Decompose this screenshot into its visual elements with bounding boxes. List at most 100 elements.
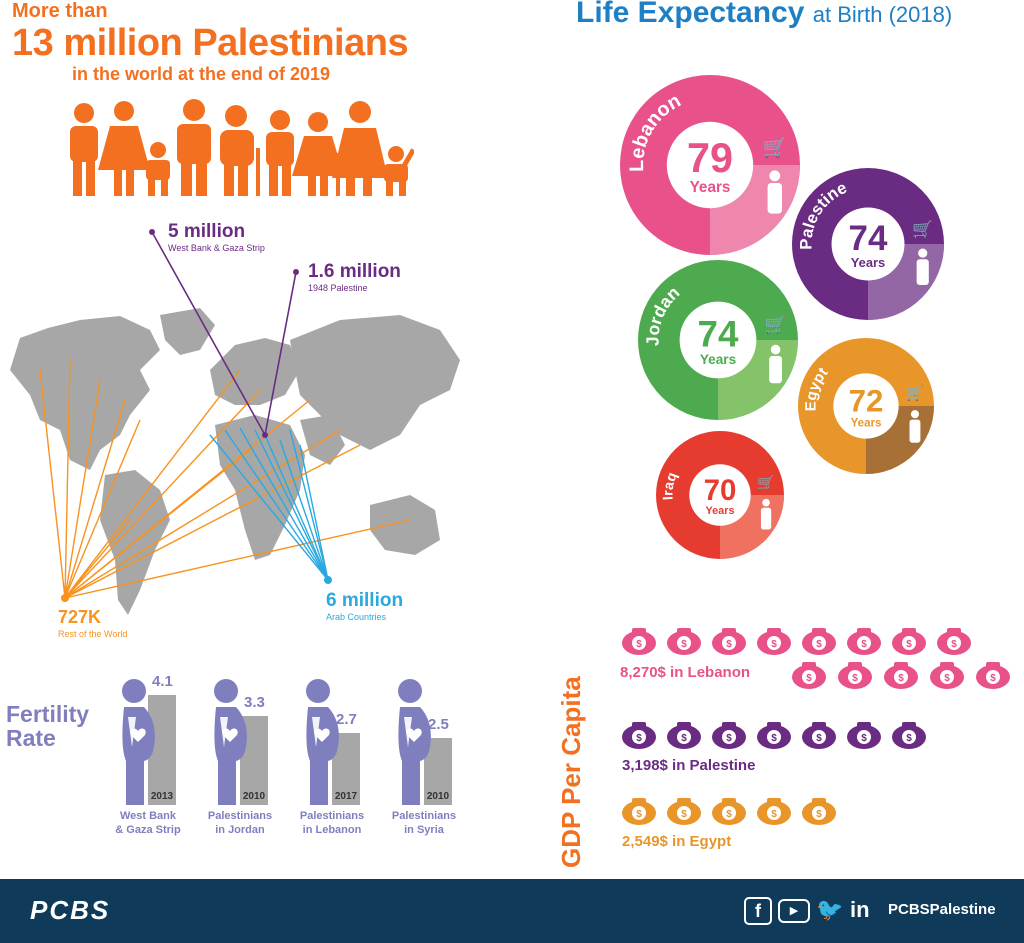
pregnant-woman-icon [306,679,339,805]
svg-text:$: $ [681,639,687,650]
svg-text:$: $ [636,809,642,820]
money-bag-icon: $ [757,722,791,749]
pop-1948-value: 1.6 million [308,261,401,282]
svg-text:$: $ [861,733,867,744]
elder-icon [769,344,782,384]
pop-rest-value: 727K [58,607,102,627]
money-bag-icon: $ [712,722,746,749]
pop-rest-label: Rest of the World [58,629,128,639]
linkedin-icon[interactable]: in [850,897,870,922]
headline-main: 13 million Palestinians [12,22,409,64]
gdp-label: 8,270$ in Lebanon [620,664,751,681]
svg-text:$: $ [816,639,822,650]
money-bag-icon: $ [937,628,971,655]
twitter-icon[interactable]: 🐦 [816,897,844,922]
fertility-label: Palestinians in Syria [391,810,457,836]
pregnant-woman-icon [214,679,247,805]
svg-text:$: $ [816,809,822,820]
money-bag-icon: $ [792,662,826,689]
life-unit: Years [851,417,882,429]
stroller-icon: 🛒 [757,474,775,491]
money-bag-icon: $ [712,798,746,825]
fertility-year: 2013 [150,791,174,802]
money-bag-icon: $ [802,722,836,749]
money-bag-icon: $ [622,722,656,749]
svg-text:$: $ [906,639,912,650]
money-bag-icon: $ [802,628,836,655]
svg-text:$: $ [906,733,912,744]
youtube-icon[interactable]: ▶ [778,899,810,923]
money-bag-icon: $ [667,628,701,655]
stroller-icon: 🛒 [765,314,787,334]
elder-icon [767,170,782,214]
headline-sub: in the world at the end of 2019 [72,64,331,84]
pop-1948-label: 1948 Palestine [308,283,368,293]
fertility-year: 2010 [242,791,266,802]
money-bag-icon: $ [884,662,918,689]
money-bag-icon: $ [802,798,836,825]
money-bag-icon: $ [757,798,791,825]
svg-text:$: $ [726,639,732,650]
svg-text:$: $ [726,809,732,820]
life-value: 79 [687,135,733,181]
man-icon [266,110,294,196]
svg-text:$: $ [861,639,867,650]
elder-woman-icon [332,101,388,196]
fertility-value: 3.3 [244,694,265,712]
svg-text:$: $ [636,733,642,744]
svg-text:$: $ [816,733,822,744]
svg-text:$: $ [771,809,777,820]
fertility-label: Palestinians in Jordan [207,810,273,836]
money-bag-icon: $ [757,628,791,655]
svg-text:$: $ [898,673,904,684]
svg-text:$: $ [951,639,957,650]
money-bag-icon: $ [667,798,701,825]
headline-more-than: More than [12,0,108,22]
stroller-icon: 🛒 [912,219,933,239]
money-bag-icon: $ [976,662,1010,689]
money-bag-icon: $ [622,628,656,655]
footer: PCBS f ▶ 🐦 in PCBSPalestine [0,879,1024,943]
child-icon [146,142,170,196]
child-icon [384,146,414,196]
life-unit: Years [705,505,734,517]
money-bag-icon: $ [892,628,926,655]
fertility-value: 2.7 [336,710,357,728]
fertility-year: 2017 [334,791,358,802]
facebook-icon[interactable]: f [744,897,772,925]
pop-wbgs-value: 5 million [168,221,246,242]
life-title: Life Expectancy at Birth (2018) [576,0,953,29]
stroller-icon: 🛒 [762,136,787,159]
woman-icon [292,112,344,196]
svg-text:$: $ [806,673,812,684]
svg-text:$: $ [726,733,732,744]
life-unit: Years [700,352,736,367]
svg-text:$: $ [771,639,777,650]
svg-text:$: $ [681,733,687,744]
life-unit: Years [690,179,731,196]
elder-icon [909,410,921,443]
fertility-year: 2010 [426,791,450,802]
pop-arab-value: 6 million [326,590,404,611]
life-country-name: Iraq [659,470,679,501]
svg-text:$: $ [944,673,950,684]
man-icon [70,103,98,196]
life-value: 74 [698,313,739,354]
social-handle[interactable]: PCBSPalestine [888,901,996,918]
world-map [10,229,460,615]
fertility-value: 2.5 [428,715,449,733]
life-unit: Years [851,255,885,270]
svg-text:$: $ [636,639,642,650]
money-bag-icon: $ [667,722,701,749]
gdp-title: GDP Per Capita [556,676,586,868]
family-icons [70,99,414,196]
stroller-icon: 🛒 [906,384,925,402]
elder-icon [220,105,260,196]
money-bag-icon: $ [892,722,926,749]
life-value: 72 [849,383,884,418]
